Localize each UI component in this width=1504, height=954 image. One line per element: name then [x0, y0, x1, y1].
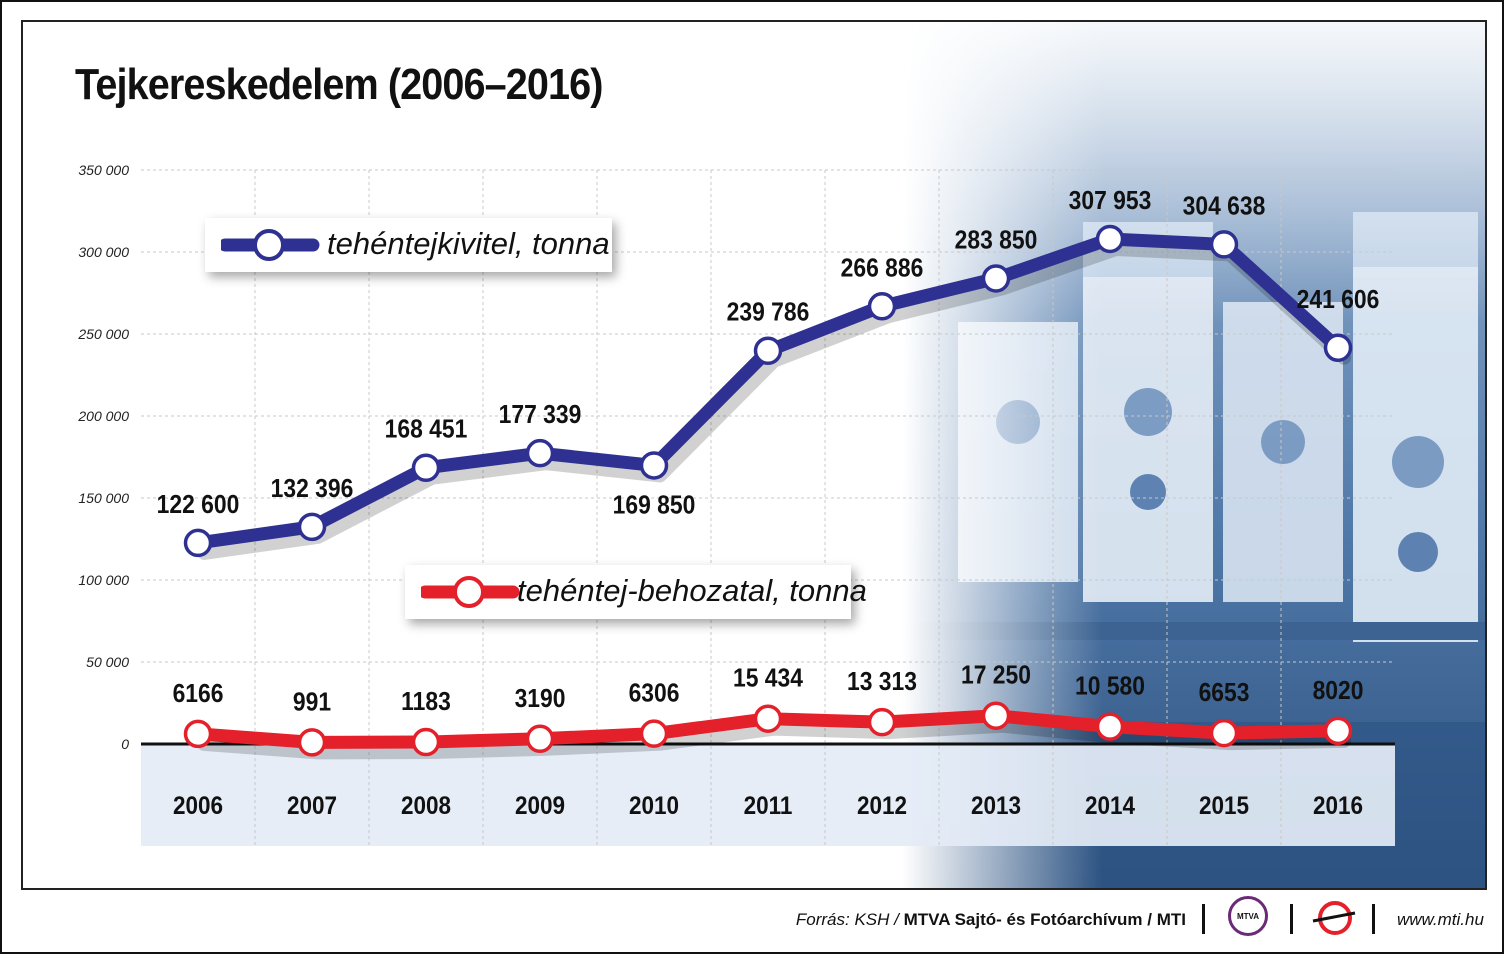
- x-tick-label: 2008: [401, 792, 451, 820]
- import-data-label: 10 580: [1075, 672, 1145, 701]
- y-tick-label: 250 000: [77, 326, 129, 342]
- source-credit: Forrás: KSH / MTVA Sajtó- és Fotóarchívu…: [796, 910, 1186, 930]
- legend-import-label: tehéntej-behozatal, tonna: [517, 573, 867, 608]
- import-data-point: [297, 728, 327, 757]
- y-tick-label: 50 000: [86, 654, 129, 670]
- import-data-label: 6653: [1199, 679, 1250, 708]
- export-data-label: 241 606: [1297, 285, 1380, 314]
- import-data-label: 1183: [401, 688, 451, 717]
- y-tick-label: 0: [121, 736, 129, 752]
- import-data-point: [1095, 712, 1125, 741]
- y-tick-label: 350 000: [78, 162, 129, 178]
- import-data-point: [753, 704, 783, 733]
- x-tick-label: 2012: [857, 792, 907, 820]
- footer-separator: [1202, 904, 1205, 934]
- y-tick-label: 150 000: [78, 490, 129, 506]
- import-data-label: 13 313: [847, 668, 917, 697]
- export-data-point: [867, 292, 897, 321]
- import-data-label: 6306: [629, 679, 680, 708]
- export-data-label: 169 850: [613, 491, 696, 520]
- export-data-point: [1095, 224, 1125, 254]
- milk-cartons-photo-background: [903, 22, 1485, 888]
- y-tick-label: 300 000: [78, 244, 129, 260]
- import-data-label: 8020: [1313, 677, 1364, 706]
- export-data-label: 168 451: [385, 415, 468, 444]
- export-data-point: [639, 451, 669, 480]
- mti-logo-icon: [1312, 901, 1356, 935]
- x-axis-band: [141, 744, 1395, 846]
- export-data-label: 266 886: [841, 254, 924, 283]
- y-tick-label: 200 000: [77, 408, 129, 424]
- export-data-label: 307 953: [1069, 187, 1152, 216]
- export-data-label: 239 786: [727, 298, 810, 327]
- x-tick-label: 2010: [629, 792, 679, 820]
- import-data-point: [411, 727, 441, 757]
- x-tick-label: 2014: [1085, 792, 1136, 820]
- x-tick-label: 2015: [1199, 792, 1249, 820]
- export-data-point: [183, 528, 213, 558]
- import-data-label: 17 250: [961, 661, 1031, 690]
- mtva-logo: MTVA: [1228, 896, 1268, 936]
- import-data-point: [867, 707, 897, 737]
- export-data-point: [1323, 333, 1353, 363]
- chart-title: Tejkereskedelem (2006–2016): [75, 60, 603, 109]
- export-data-point: [525, 438, 555, 468]
- x-tick-label: 2009: [515, 792, 565, 820]
- chart-panel: Tejkereskedelem (2006–2016) 0 50 000 100 0…: [21, 20, 1487, 890]
- export-data-point: [981, 264, 1011, 293]
- legend-import: tehéntej-behozatal, tonna: [405, 565, 867, 619]
- import-data-point: [525, 724, 555, 754]
- x-tick-label: 2013: [971, 792, 1021, 820]
- import-data-label: 991: [293, 688, 331, 717]
- footer: Forrás: KSH / MTVA Sajtó- és Fotóarchívu…: [0, 890, 1504, 950]
- export-data-point: [1209, 230, 1239, 259]
- footer-separator: [1372, 904, 1375, 934]
- export-data-point: [753, 336, 783, 366]
- import-data-point: [1323, 716, 1353, 746]
- x-tick-label: 2016: [1313, 792, 1363, 820]
- footer-separator: [1290, 904, 1293, 934]
- legend-export: tehéntejkivitel, tonna: [205, 218, 612, 272]
- export-data-label: 304 638: [1183, 192, 1266, 221]
- export-data-label: 122 600: [157, 491, 240, 520]
- export-data-label: 132 396: [271, 475, 354, 504]
- legend-export-label: tehéntejkivitel, tonna: [327, 226, 610, 261]
- import-data-point: [639, 719, 669, 748]
- export-data-label: 283 850: [955, 226, 1038, 255]
- source-label: Forrás: KSH /: [795, 910, 904, 929]
- x-tick-label: 2006: [173, 792, 223, 820]
- import-data-label: 3190: [515, 684, 566, 713]
- y-tick-label: 100 000: [78, 572, 129, 588]
- import-data-point: [1209, 718, 1239, 748]
- legend-import-marker: [421, 576, 520, 608]
- x-tick-label: 2011: [744, 792, 793, 820]
- export-data-point: [411, 453, 441, 482]
- website-link[interactable]: www.mti.hu: [1397, 910, 1484, 929]
- x-tick-label: 2007: [287, 792, 337, 820]
- source-organization: MTVA Sajtó- és Fotóarchívum / MTI: [903, 910, 1186, 929]
- export-data-label: 177 339: [499, 401, 582, 430]
- mtva-logo-text: MTVA: [1236, 911, 1260, 921]
- export-data-point: [297, 512, 327, 542]
- series-line-shadow: [197, 241, 1351, 560]
- line-chart: 0 50 000 100 000 150 000 200 000 250 000 300 0…: [77, 162, 1395, 846]
- import-data-point: [183, 719, 213, 749]
- import-data-point: [981, 701, 1011, 730]
- legend-export-marker: [221, 229, 320, 261]
- import-data-label: 6166: [173, 680, 224, 709]
- import-data-label: 15 434: [733, 664, 803, 693]
